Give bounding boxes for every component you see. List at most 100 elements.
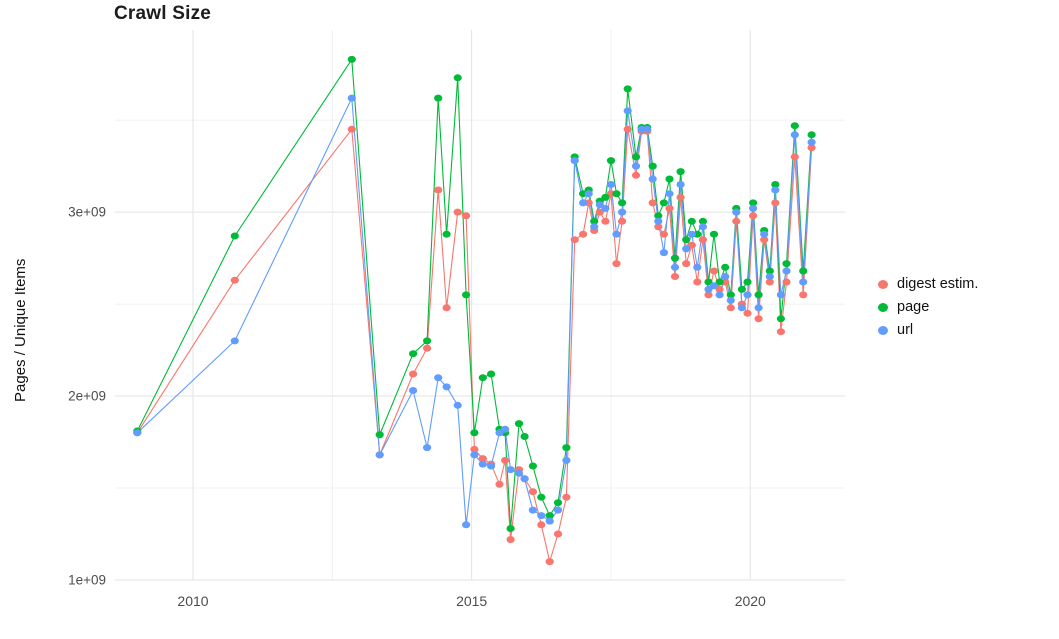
data-point-digest-estim- [570,236,579,244]
data-point-digest-estim- [601,217,610,225]
data-point-digest-estim- [623,125,632,133]
data-point-digest-estim- [230,276,239,284]
data-point-digest-estim- [618,217,627,225]
data-point-url [423,444,432,452]
data-point-url [704,285,713,293]
data-point-digest-estim- [423,344,432,352]
data-point-page [462,291,471,299]
data-point-page [470,429,479,437]
data-point-digest-estim- [654,223,663,231]
legend-label-page: page [897,299,930,315]
data-point-digest-estim- [562,493,571,501]
data-point-page [709,230,719,238]
data-point-page [347,55,356,63]
data-point-digest-estim- [579,230,588,238]
data-point-digest-estim- [754,315,763,323]
data-point-digest-estim- [347,125,356,133]
data-point-page [790,122,799,130]
data-point-url [501,425,510,433]
data-point-digest-estim- [715,285,724,293]
data-point-digest-estim- [749,212,758,220]
data-point-digest-estim- [659,230,669,238]
data-point-digest-estim- [478,455,487,463]
data-point-url [537,512,546,520]
data-point-url [514,469,524,477]
legend-item-page[interactable]: page [878,299,978,315]
data-point-page [765,267,774,275]
data-point-url [606,181,616,188]
data-point-url [478,460,487,468]
data-point-digest-estim- [631,171,641,179]
legend-item-digest-estim[interactable]: digest estim. [878,276,978,292]
chart-title: Crawl Size [114,3,212,24]
data-point-page [659,199,669,207]
data-point-digest-estim- [462,212,471,220]
data-point-url [765,273,774,280]
data-point-url [743,291,752,299]
data-point-url [732,208,741,216]
data-point-digest-estim- [537,521,546,529]
data-point-url [462,521,471,529]
data-point-url [665,190,674,198]
data-point-url [698,223,708,231]
data-point-url [487,462,496,470]
data-point-url [442,383,451,391]
data-point-digest-estim- [709,267,719,275]
data-point-digest-estim- [506,536,515,543]
legend-label-digest-estim: digest estim. [897,276,979,292]
data-point-digest-estim- [704,291,713,299]
data-point-url [409,387,418,394]
data-point-digest-estim- [782,278,791,286]
data-point-url [601,204,610,212]
data-point-url [470,451,479,459]
data-point-page [676,168,685,176]
data-point-digest-estim- [799,291,808,299]
series-line-digest-estim- [136,128,813,563]
data-point-url [790,131,799,139]
data-point-url [375,451,384,459]
legend: digest estim. page url [878,276,978,338]
data-point-url [709,282,719,290]
data-point-page [409,350,418,358]
x-tick-label: 2015 [456,593,487,609]
data-point-url [670,263,680,271]
data-point-digest-estim- [409,370,418,378]
data-point-page [631,153,641,161]
x-tick-label: 2010 [177,593,208,609]
data-point-url [618,208,627,216]
data-point-page [514,420,524,428]
data-point-url [776,291,786,299]
data-point-url [584,190,593,198]
data-point-page [375,431,384,439]
series-line-page [136,58,813,530]
data-point-digest-estim- [665,204,674,212]
data-point-url [528,506,538,514]
data-point-url [612,230,621,238]
data-point-digest-estim- [682,260,691,268]
data-point-page [665,175,674,183]
data-point-url [133,429,142,437]
data-point-page [721,263,730,271]
data-point-page [799,267,808,275]
data-point-digest-estim- [612,260,621,268]
data-point-page [726,291,735,299]
data-point-digest-estim- [545,558,554,566]
data-point-url [687,230,696,238]
data-point-page [698,217,708,225]
data-point-url [545,517,554,525]
data-point-url [807,138,816,146]
data-point-digest-estim- [501,456,510,464]
data-point-page [776,315,786,323]
data-point-url [520,475,529,483]
data-point-url [693,263,702,271]
data-point-page [670,254,680,262]
data-point-page [601,193,610,201]
data-point-page [737,285,747,293]
data-point-url [495,429,504,437]
data-point-page [612,190,621,198]
data-point-digest-estim- [434,186,443,194]
legend-item-url[interactable]: url [878,322,978,338]
data-point-url [590,223,599,231]
data-point-page [807,131,816,139]
